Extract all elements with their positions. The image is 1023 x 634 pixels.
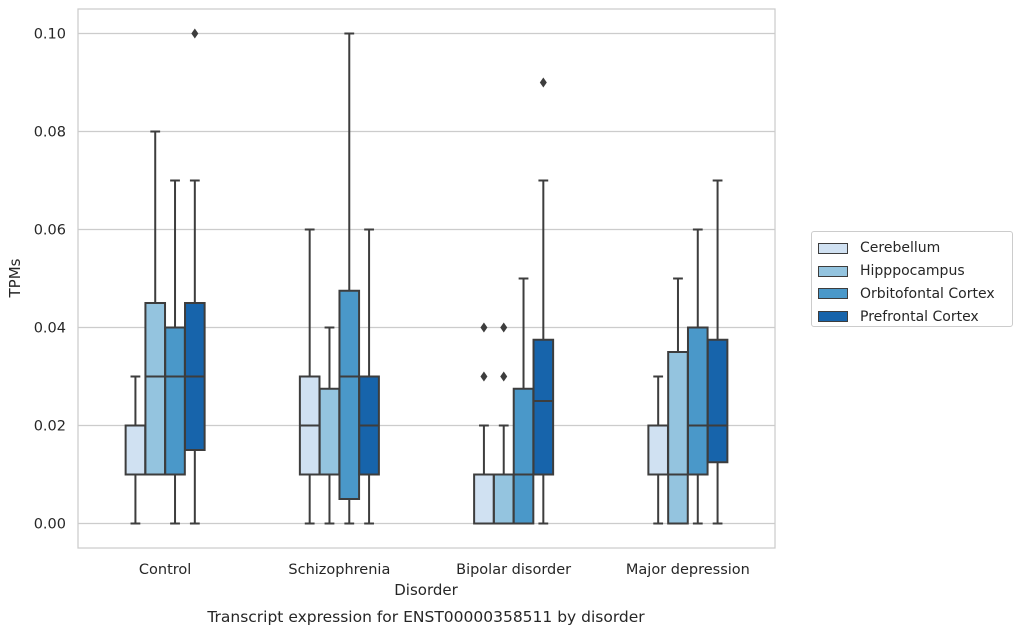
box-body: [647, 424, 669, 476]
box: [667, 277, 689, 525]
legend-item: Orbitofontal Cortex: [818, 283, 1012, 306]
y-tick-label: 0.06: [34, 223, 66, 239]
box: [298, 228, 321, 525]
y-tick-label: 0.10: [34, 27, 66, 43]
outlier-point: [480, 371, 488, 382]
plot-area-frame: [77, 8, 776, 549]
box: [358, 228, 380, 525]
x-tick-label: Bipolar disorder: [456, 562, 571, 578]
legend-label: Cerebellum: [860, 240, 941, 257]
box-body: [512, 387, 535, 525]
y-tick-label: 0.08: [34, 125, 66, 141]
outlier-point: [191, 28, 199, 39]
y-tick-label: 0.02: [34, 419, 66, 435]
box: [686, 228, 709, 525]
box-body: [164, 326, 186, 476]
box: [473, 322, 495, 525]
legend-label: Prefrontal Cortex: [860, 308, 979, 325]
x-tick-label: Major depression: [626, 562, 750, 578]
box: [184, 28, 206, 525]
outlier-point: [500, 371, 508, 382]
legend-swatch: [818, 288, 848, 300]
x-tick-label: Schizophrenia: [288, 562, 390, 578]
box-body: [338, 289, 361, 500]
box-body: [667, 351, 689, 525]
legend: Cerebellum Hipppocampus Orbitofontal Corte…: [811, 231, 1013, 327]
boxes: [124, 28, 729, 525]
outlier-point: [500, 322, 508, 333]
legend-item: Hipppocampus: [818, 260, 1012, 283]
box: [512, 277, 535, 525]
y-tick-label: 0.04: [34, 321, 66, 337]
y-tick-label: 0.00: [34, 517, 66, 533]
box-body: [706, 338, 729, 464]
box: [492, 322, 515, 525]
box-body: [144, 302, 167, 476]
box: [532, 77, 555, 525]
legend-item: Cerebellum: [818, 237, 1012, 260]
legend-swatch: [818, 242, 848, 254]
box: [706, 179, 729, 525]
box-body: [473, 473, 495, 525]
box: [338, 32, 361, 525]
x-tick-label: Control: [139, 562, 191, 578]
box: [164, 179, 186, 525]
legend-swatch: [818, 265, 848, 277]
box-body: [686, 326, 709, 476]
legend-swatch: [818, 311, 848, 323]
box-body: [532, 338, 555, 476]
x-axis-label: Disorder: [394, 581, 458, 599]
box-body: [124, 424, 147, 476]
outlier-point: [480, 322, 488, 333]
x-tick-labels: Control Schizophrenia Bipolar disorder Majo…: [139, 562, 750, 578]
chart-title: Transcript expression for ENST0000035851…: [206, 608, 645, 626]
box: [144, 130, 167, 476]
box-body: [318, 387, 341, 476]
box-body: [492, 473, 515, 525]
box: [318, 326, 341, 525]
y-tick-labels: 0.00 0.02 0.04 0.06 0.08 0.10: [34, 27, 66, 533]
box: [124, 375, 147, 525]
box: [647, 375, 669, 525]
outlier-point: [539, 77, 547, 88]
legend-label: Hipppocampus: [860, 263, 965, 280]
y-axis-label: TPMs: [6, 258, 24, 298]
legend-item: Prefrontal Cortex: [818, 305, 1012, 328]
legend-label: Orbitofontal Cortex: [860, 285, 995, 302]
